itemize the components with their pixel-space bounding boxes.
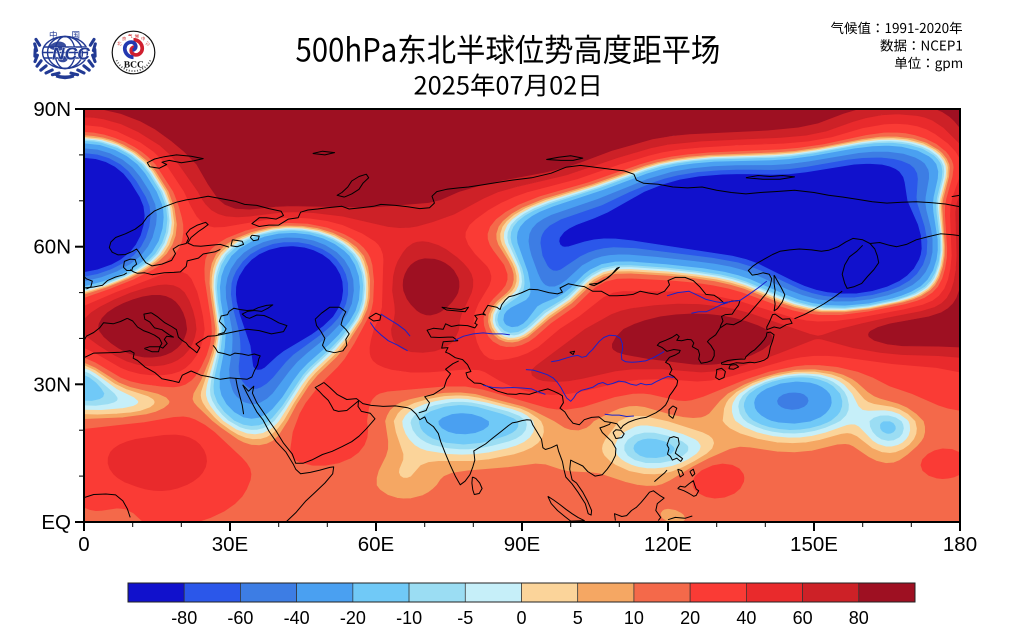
svg-text:30E: 30E [212, 533, 248, 556]
svg-text:80: 80 [849, 608, 869, 628]
svg-text:-60: -60 [227, 608, 253, 628]
svg-text:5: 5 [573, 608, 583, 628]
svg-text:60: 60 [793, 608, 813, 628]
svg-text:180: 180 [943, 533, 977, 556]
svg-text:0: 0 [516, 608, 526, 628]
svg-text:120E: 120E [644, 533, 692, 556]
svg-text:150E: 150E [790, 533, 838, 556]
svg-text:20: 20 [680, 608, 700, 628]
svg-text:60N: 60N [33, 236, 71, 259]
svg-text:60E: 60E [358, 533, 394, 556]
svg-text:-5: -5 [457, 608, 473, 628]
svg-text:EQ: EQ [41, 511, 71, 534]
svg-text:-10: -10 [396, 608, 422, 628]
svg-text:0: 0 [78, 533, 89, 556]
svg-text:10: 10 [624, 608, 644, 628]
svg-text:90N: 90N [33, 98, 71, 121]
svg-text:-20: -20 [340, 608, 366, 628]
svg-text:-80: -80 [171, 608, 197, 628]
svg-text:30N: 30N [33, 373, 71, 396]
svg-text:90E: 90E [504, 533, 540, 556]
svg-text:40: 40 [736, 608, 756, 628]
svg-text:-40: -40 [284, 608, 310, 628]
